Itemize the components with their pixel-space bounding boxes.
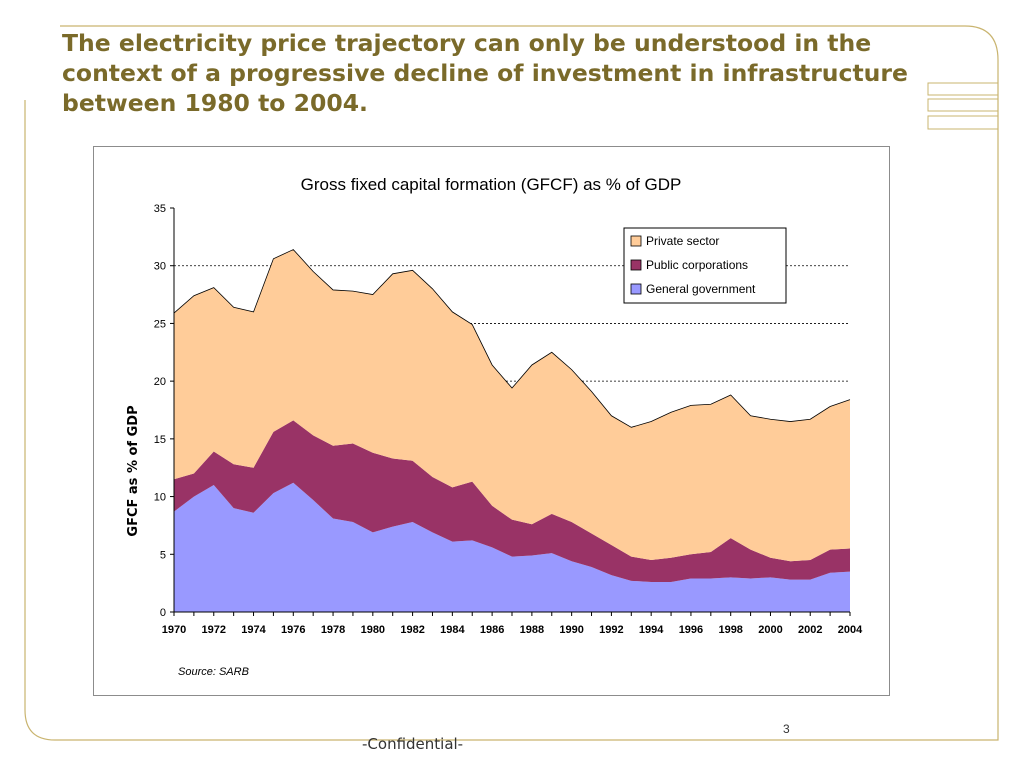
x-tick-label-2002: 2002 <box>798 624 822 636</box>
legend-label-private-sector: Private sector <box>646 234 719 248</box>
x-tick-label-2004: 2004 <box>838 624 863 636</box>
x-tick-label-1990: 1990 <box>559 624 583 636</box>
chart-title: Gross fixed capital formation (GFCF) as … <box>301 175 682 194</box>
y-tick-label-15: 15 <box>154 434 166 446</box>
slide-title: The electricity price trajectory can onl… <box>62 29 908 117</box>
legend-swatch-private-sector <box>630 235 642 247</box>
x-tick-label-1998: 1998 <box>718 624 742 636</box>
y-tick-label-0: 0 <box>160 607 166 619</box>
y-tick-labels: 0 5 10 15 20 25 30 35 <box>154 203 166 619</box>
source-note: Source: SARB <box>178 666 249 678</box>
x-tick-label-1978: 1978 <box>321 624 345 636</box>
x-tick-label-1982: 1982 <box>400 624 424 636</box>
x-tick-labels: 1970 1972 1974 1976 1978 1980 1982 1984 1986 1988… <box>162 624 863 636</box>
page-number: 3 <box>783 722 790 736</box>
gfcf-stacked-area-chart: Gross fixed capital formation (GFCF) as … <box>126 175 863 678</box>
area-series <box>173 249 851 612</box>
area-public-corporations <box>174 420 850 582</box>
axes <box>170 207 851 616</box>
area-private-sector <box>174 249 850 562</box>
x-tick-label-2000: 2000 <box>758 624 782 636</box>
stack-top-outline <box>173 249 851 428</box>
confidential-footer: -Confidential- <box>362 735 464 753</box>
y-tick-label-25: 25 <box>154 318 166 330</box>
y-tick-label-35: 35 <box>154 203 166 215</box>
x-tick-label-1976: 1976 <box>281 624 305 636</box>
corner-bars-decoration <box>927 82 999 130</box>
legend-box <box>623 227 787 304</box>
y-tick-label-30: 30 <box>154 261 166 273</box>
frame-border <box>24 25 999 741</box>
legend-swatch-public-corporations <box>630 259 642 271</box>
x-tick-label-1992: 1992 <box>599 624 623 636</box>
chart-legend: Private sector Public corporations General… <box>623 227 787 304</box>
area-general-government <box>174 482 850 612</box>
legend-swatch-general-government <box>630 283 642 295</box>
x-tick-label-1994: 1994 <box>639 624 664 636</box>
x-tick-label-1970: 1970 <box>162 624 186 636</box>
y-tick-label-5: 5 <box>160 549 166 561</box>
x-tick-label-1986: 1986 <box>480 624 504 636</box>
x-tick-label-1984: 1984 <box>440 624 465 636</box>
x-tick-label-1980: 1980 <box>361 624 385 636</box>
chart-panel: Gross fixed capital formation (GFCF) as … <box>93 146 890 696</box>
x-tick-label-1974: 1974 <box>241 624 266 636</box>
x-tick-label-1996: 1996 <box>679 624 703 636</box>
y-axis-label: GFCF as % of GDP <box>126 405 141 536</box>
legend-label-general-government: General government <box>646 282 756 296</box>
y-tick-label-10: 10 <box>154 492 166 504</box>
y-tick-label-20: 20 <box>154 376 166 388</box>
x-tick-label-1972: 1972 <box>202 624 226 636</box>
x-tick-label-1988: 1988 <box>520 624 544 636</box>
legend-label-public-corporations: Public corporations <box>646 258 748 272</box>
